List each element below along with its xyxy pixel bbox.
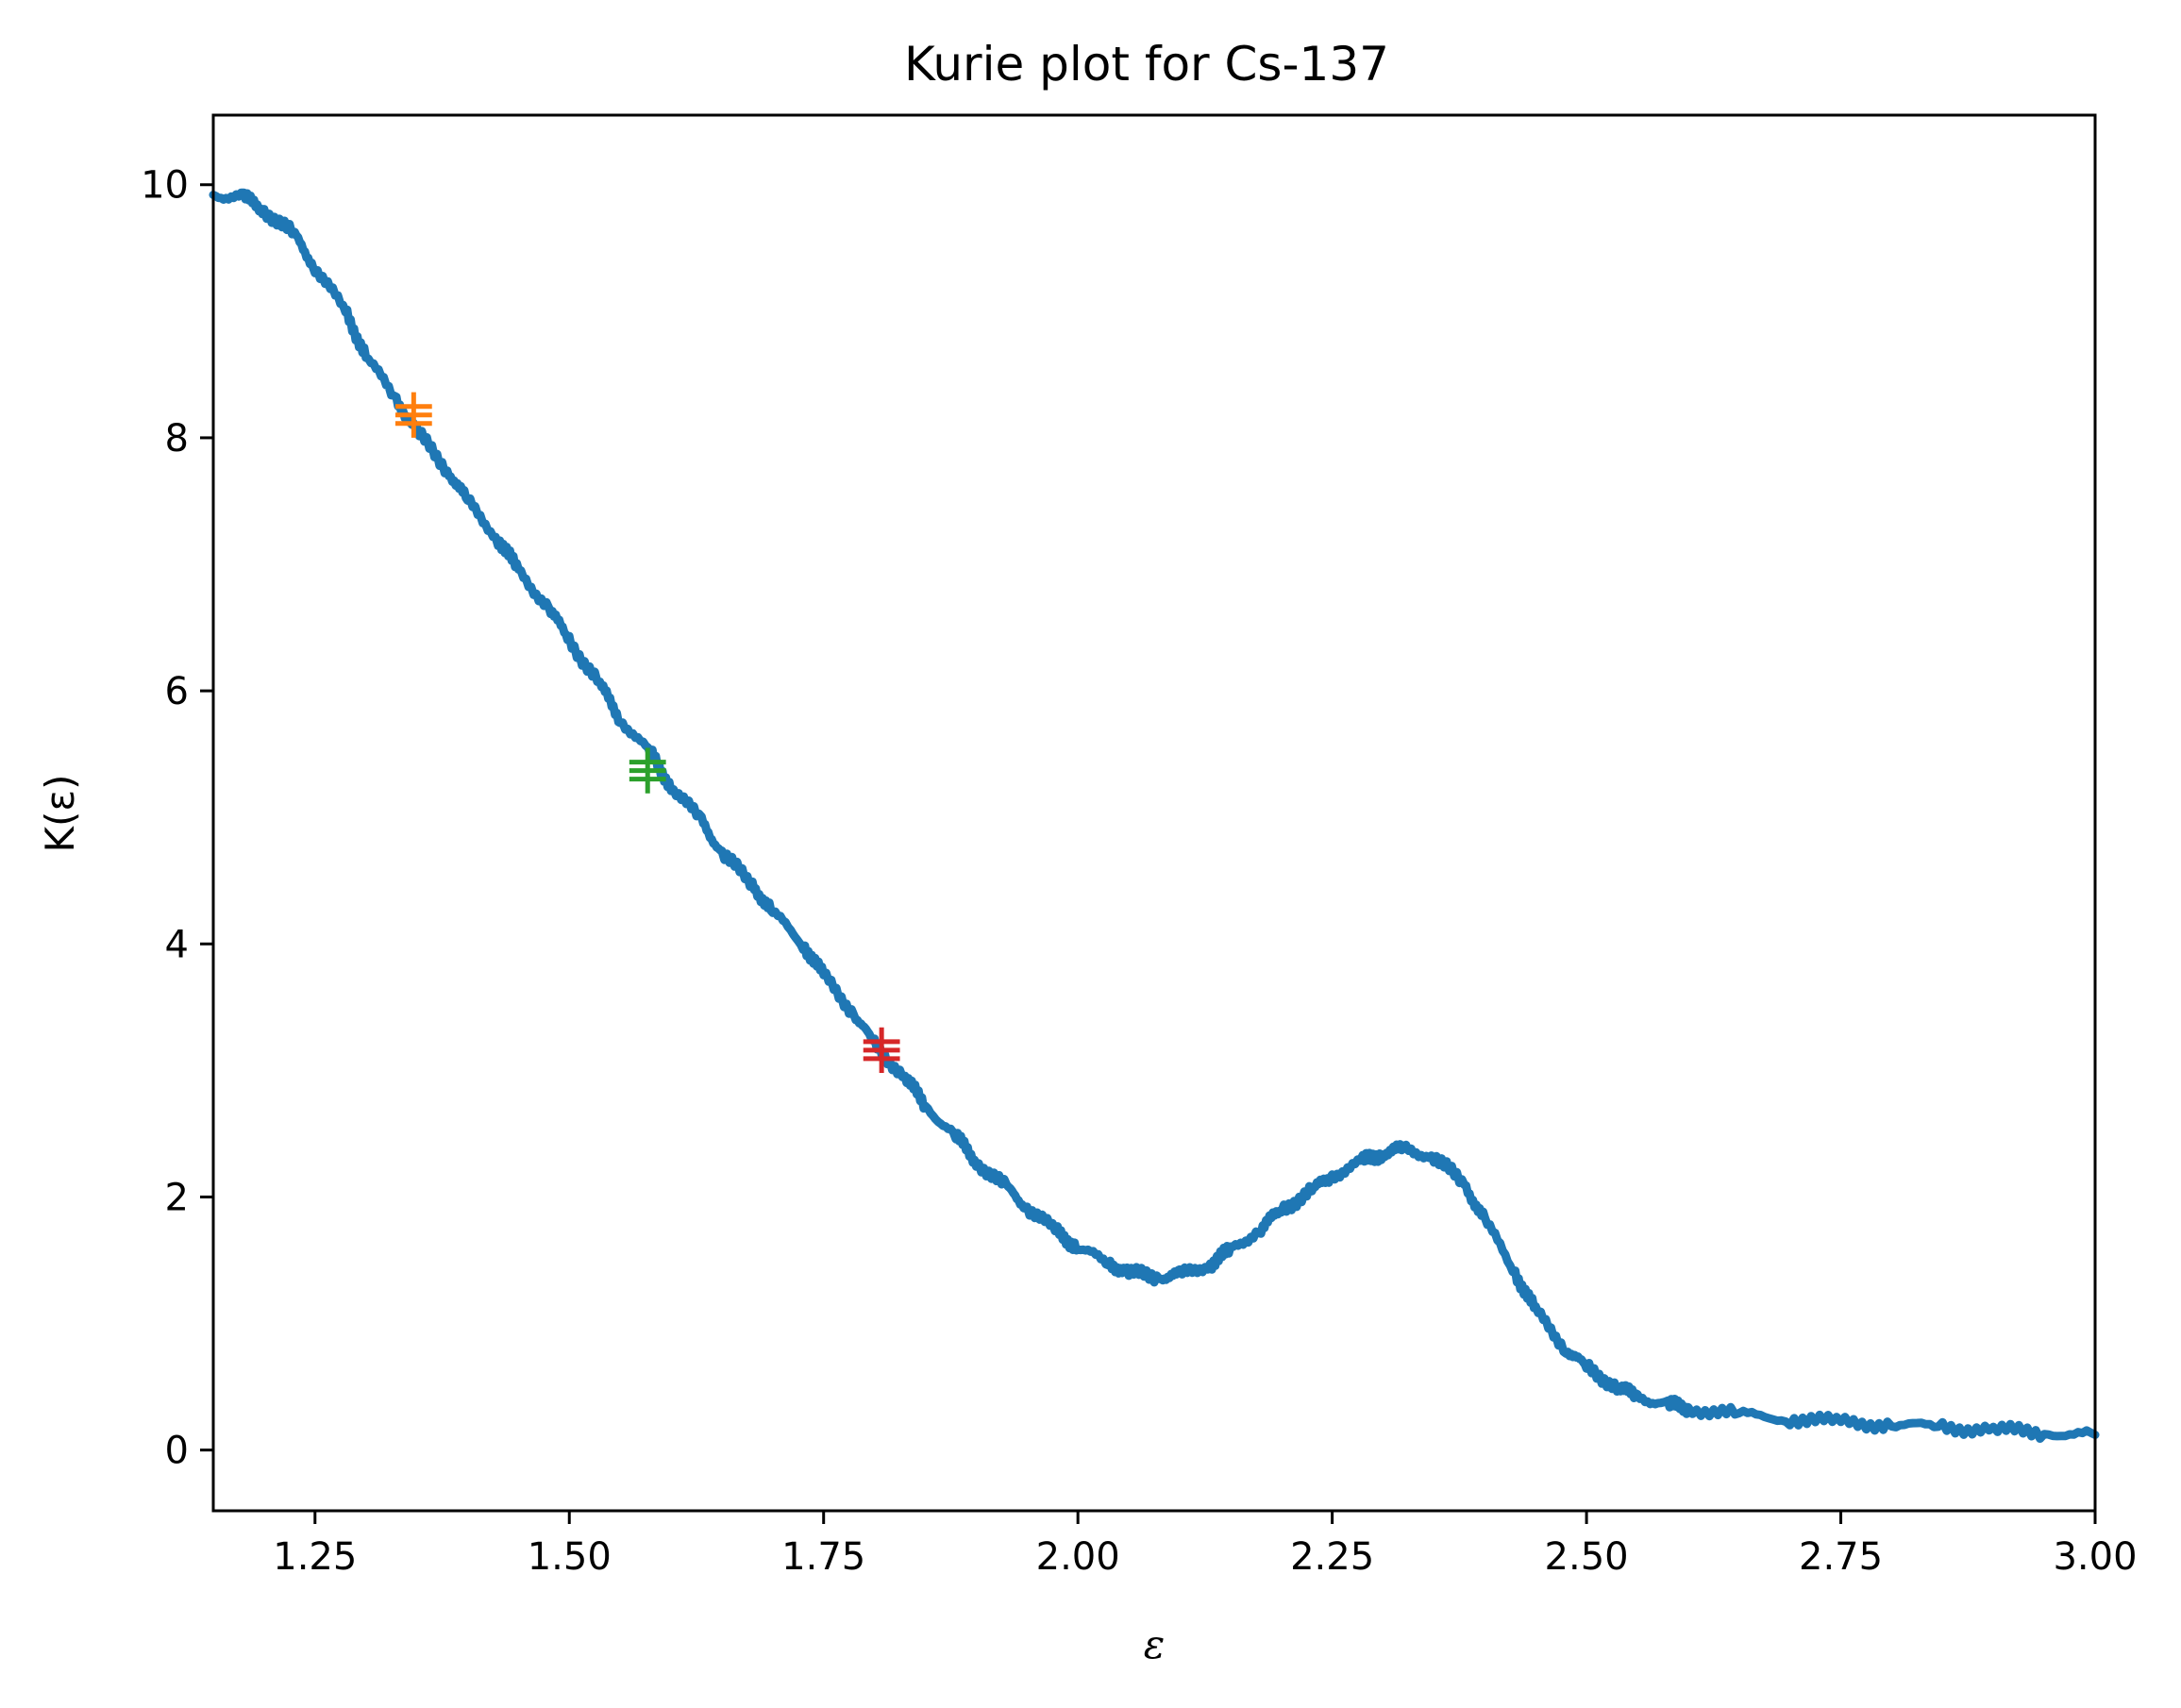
data-marker-2: [863, 1027, 900, 1074]
x-tick-label-6: 2.75: [1799, 1535, 1883, 1579]
x-tick-label-7: 3.00: [2053, 1535, 2137, 1579]
y-axis-ticks: 0 2 4 6 8 10: [141, 164, 213, 1473]
y-tick-label-2: 4: [165, 923, 189, 966]
y-tick-label-1: 2: [165, 1176, 189, 1219]
data-marker-1: [629, 747, 666, 794]
x-tick-label-1: 1.50: [528, 1535, 612, 1579]
x-tick-label-2: 1.75: [781, 1535, 865, 1579]
data-marker-0: [394, 392, 432, 438]
marker-layer: [394, 392, 900, 1074]
y-axis-label: K(ε): [37, 774, 83, 852]
x-tick-label-0: 1.25: [273, 1535, 357, 1579]
y-tick-label-0: 0: [165, 1430, 189, 1473]
x-axis-ticks: 1.25 1.50 1.75 2.00 2.25 2.50 2.75 3.00: [273, 1511, 2138, 1579]
plot-frame: [211, 113, 2097, 1513]
plot-area: [209, 188, 2100, 1443]
y-tick-label-5: 10: [141, 164, 189, 208]
y-tick-label-4: 8: [165, 417, 189, 460]
y-tick-label-3: 6: [165, 670, 189, 713]
series-line-0: [209, 188, 2100, 1443]
x-tick-label-3: 2.00: [1036, 1535, 1120, 1579]
x-tick-label-5: 2.50: [1545, 1535, 1629, 1579]
chart-title: Kurie plot for Cs-137: [904, 37, 1389, 92]
x-tick-label-4: 2.25: [1290, 1535, 1374, 1579]
x-axis-label: ε: [1144, 1621, 1166, 1667]
